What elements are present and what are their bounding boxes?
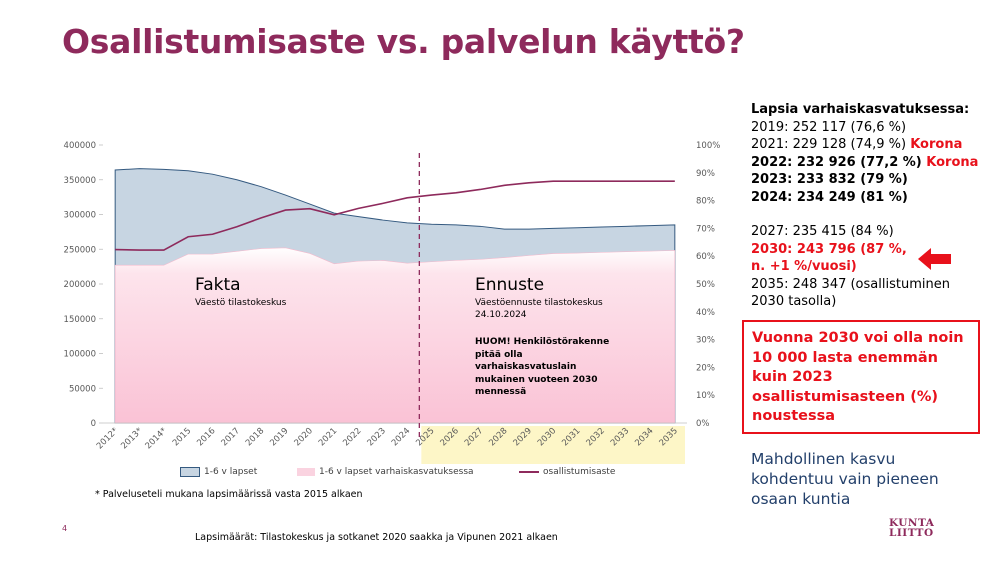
x-tick-label: 2013*	[119, 426, 144, 451]
forecast-row: 2027: 235 415 (84 %)	[751, 224, 894, 239]
x-tick-label: 2017	[220, 426, 242, 448]
legend-label: 1-6 v lapset varhaiskasvatuksessa	[319, 467, 474, 477]
stat-row: 2023: 233 832 (79 %)	[751, 171, 978, 189]
y-right-tick-label: 80%	[696, 197, 715, 207]
y-left-tick-label: 0	[91, 419, 96, 429]
y-right-tick-label: 50%	[696, 280, 715, 290]
y-right-tick-label: 60%	[696, 252, 715, 262]
x-tick-label: 2012*	[95, 426, 120, 451]
note-line: osaan kuntia	[751, 490, 851, 508]
y-left-tick-label: 400000	[64, 141, 96, 151]
warning-line: mukainen vuoteen 2030	[475, 374, 598, 385]
ennuste-source-line: 24.10.2024	[475, 310, 527, 320]
x-tick-label: 2022	[341, 426, 363, 448]
y-right-tick-label: 20%	[696, 363, 715, 373]
stat-row: 2019: 252 117 (76,6 %)	[751, 119, 978, 137]
legend-swatch	[519, 471, 539, 473]
x-tick-label: 2014*	[144, 426, 169, 451]
forecast-row: 2030: 243 796 (87 %,	[751, 241, 907, 257]
side-panel: Lapsia varhaiskasvatuksessa: 2019: 252 1…	[751, 101, 978, 311]
footnote: * Palveluseteli mukana lapsimäärissä vas…	[95, 489, 363, 500]
y-right-tick-label: 10%	[696, 391, 715, 401]
page-number: 4	[62, 524, 68, 533]
fakta-heading: Fakta	[195, 275, 241, 295]
source-note: Lapsimäärät: Tilastokeskus ja sotkanet 2…	[195, 532, 558, 543]
logo-line: LIITTO	[889, 526, 934, 539]
stat-row: 2024: 234 249 (81 %)	[751, 189, 978, 207]
x-tick-label: 2015	[171, 426, 193, 448]
kuntaliitto-logo: KUNTA LIITTO	[889, 517, 935, 539]
x-tick-label: 2019	[268, 426, 290, 448]
growth-note: Mahdollinen kasvu kohdentuu vain pieneen…	[751, 449, 991, 509]
y-left-tick-label: 200000	[64, 280, 96, 290]
y-right-tick-label: 0%	[696, 419, 710, 429]
ennuste-source-line: Väestöennuste tilastokeskus	[475, 298, 603, 308]
ennuste-warning: HUOM! Henkilöstörakenne pitää olla varha…	[475, 336, 635, 399]
legend-item-enrolled: 1-6 v lapset varhaiskasvatuksessa	[297, 467, 474, 477]
stat-row: 2021: 229 128 (74,9 %) Korona	[751, 136, 978, 154]
highlight-line: kuin 2023	[752, 369, 833, 385]
y-right-tick-label: 100%	[696, 141, 720, 151]
x-tick-label: 2020	[293, 426, 315, 448]
highlight-box: Vuonna 2030 voi olla noin 10 000 lasta e…	[742, 320, 980, 434]
series-area-enrolled	[114, 247, 676, 424]
left-arrow-icon	[918, 248, 951, 270]
forecast-row: n. +1 %/vuosi)	[751, 259, 857, 274]
forecast-row: 2030 tasolla)	[751, 294, 837, 309]
stat-row: 2022: 232 926 (77,2 %) Korona	[751, 154, 978, 172]
page-title: Osallistumisaste vs. palvelun käyttö?	[62, 22, 745, 61]
y-left-tick-label: 300000	[64, 211, 96, 221]
stat-note: Korona	[926, 154, 979, 170]
stat-text: 2021: 229 128 (74,9 %)	[751, 137, 907, 152]
x-tick-label: 2016	[195, 426, 217, 448]
stat-text: 2023: 233 832 (79 %)	[751, 172, 908, 187]
legend-item-rate: osallistumisaste	[519, 467, 615, 477]
y-left-tick-label: 150000	[64, 315, 96, 325]
legend-swatch	[297, 468, 315, 476]
ennuste-source: Väestöennuste tilastokeskus 24.10.2024	[475, 297, 603, 321]
x-tick-label: 2024	[390, 426, 412, 448]
legend-label: 1-6 v lapset	[204, 467, 258, 477]
stat-text: 2024: 234 249 (81 %)	[751, 189, 908, 205]
legend-item-children: 1-6 v lapset	[180, 467, 257, 477]
x-tick-label: 2023	[366, 426, 388, 448]
y-right-tick-label: 40%	[696, 308, 715, 318]
x-tick-label: 2021	[317, 426, 339, 448]
warning-line: HUOM! Henkilöstörakenne	[475, 337, 610, 347]
ennuste-heading: Ennuste	[475, 275, 545, 295]
highlight-line: noustessa	[752, 408, 836, 424]
y-right-tick-label: 30%	[696, 336, 715, 346]
note-line: Mahdollinen kasvu	[751, 450, 896, 468]
y-right-tick-label: 90%	[696, 169, 715, 179]
fakta-source: Väestö tilastokeskus	[195, 298, 287, 308]
legend-swatch	[180, 467, 200, 477]
highlight-line: 10 000 lasta enemmän	[752, 349, 939, 366]
forecast-row: 2035: 248 347 (osallistuminen	[751, 276, 950, 292]
y-right-tick-label: 70%	[696, 224, 715, 234]
y-left-tick-label: 250000	[64, 245, 96, 255]
logo-line: KUNTA	[889, 517, 935, 529]
stat-text: 2022: 232 926 (77,2 %)	[751, 154, 922, 170]
warning-line: mennessä	[475, 387, 527, 397]
highlight-line: osallistumisasteen (%)	[752, 388, 939, 405]
warning-line: varhaiskasvatuslain	[475, 362, 577, 372]
x-tick-label: 2018	[244, 426, 266, 448]
side-heading: Lapsia varhaiskasvatuksessa:	[751, 102, 970, 117]
warning-line: pitää olla	[475, 349, 523, 360]
note-line: kohdentuu vain pieneen	[751, 470, 939, 488]
highlight-line: Vuonna 2030 voi olla noin	[752, 330, 964, 346]
legend-label: osallistumisaste	[543, 467, 616, 477]
forecast-band	[421, 426, 685, 464]
stat-text: 2019: 252 117 (76,6 %)	[751, 119, 907, 135]
y-left-tick-label: 50000	[69, 384, 96, 394]
y-left-tick-label: 100000	[64, 350, 96, 360]
series-line-participation	[115, 180, 675, 251]
stat-note: Korona	[910, 137, 963, 152]
y-left-tick-label: 350000	[64, 176, 96, 186]
